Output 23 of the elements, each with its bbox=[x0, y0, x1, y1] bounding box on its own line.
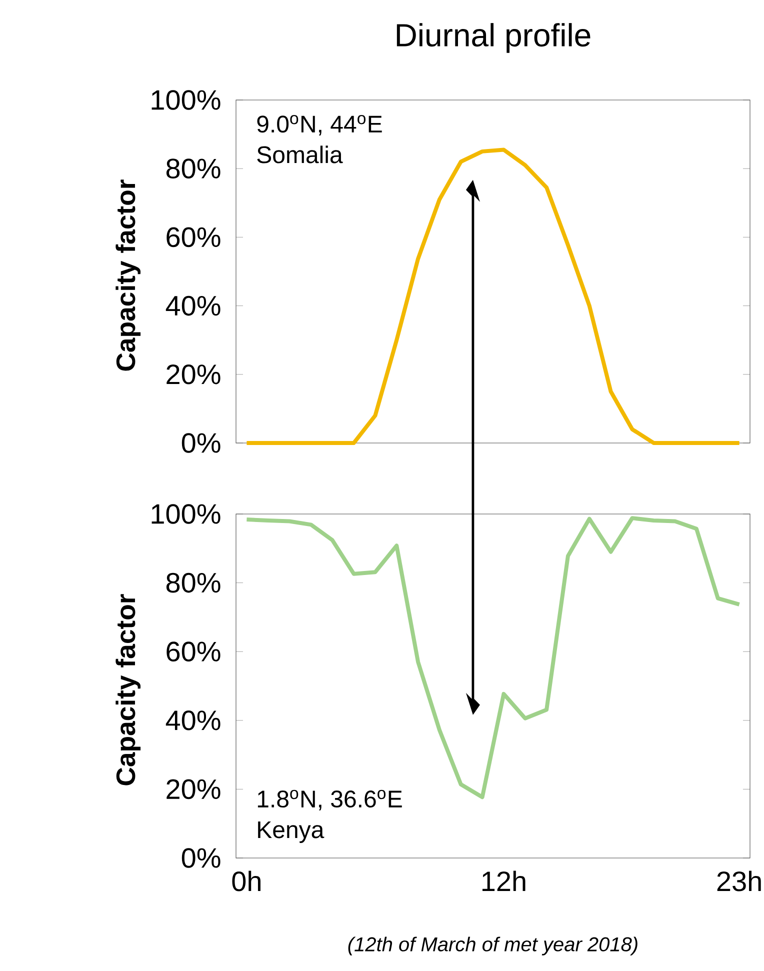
y-tick-label: 100% bbox=[152, 90, 220, 110]
text: (12th of March of met year 2018) bbox=[348, 936, 638, 956]
y-tick-label: 20% bbox=[166, 364, 220, 384]
y-tick-label: 40% bbox=[166, 710, 220, 730]
y-tick-label: 80% bbox=[166, 572, 220, 593]
annotation: 1.8$^{o}$N, 36.6$^{o}$E bbox=[258, 790, 402, 810]
y-tick-label: 100% bbox=[152, 504, 220, 524]
x-tick-label: 23h bbox=[717, 870, 761, 892]
x-tick-label: 0h bbox=[232, 870, 260, 892]
y-tick-label: 0% bbox=[182, 848, 220, 868]
y-tick-label: 80% bbox=[166, 158, 220, 178]
chart-title: Diurnal profile bbox=[396, 23, 590, 53]
annotation: 9.0$^{o}$N, 44$^{o}$E bbox=[257, 115, 382, 136]
x-tick-label: 12h bbox=[482, 870, 526, 891]
y-tick-label: 0% bbox=[182, 433, 220, 453]
y-tick-label: 40% bbox=[166, 296, 220, 316]
y-axis-title: Capacity factor bbox=[116, 180, 141, 371]
annotation: Kenya bbox=[258, 821, 324, 843]
y-tick-label: 60% bbox=[166, 642, 220, 662]
annotation: Somalia bbox=[257, 146, 343, 164]
y-axis-title: Capacity factor bbox=[116, 594, 141, 786]
y-tick-label: 60% bbox=[166, 227, 220, 248]
y-tick-label: 20% bbox=[166, 779, 220, 800]
